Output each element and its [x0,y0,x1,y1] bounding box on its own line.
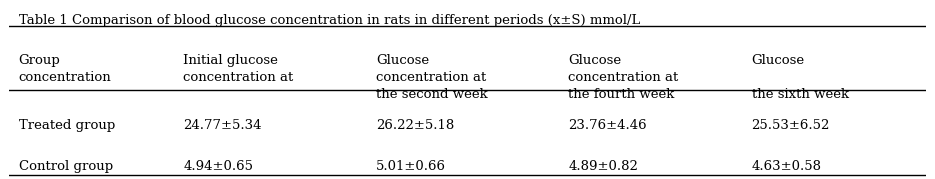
Text: 4.94±0.65: 4.94±0.65 [183,160,253,173]
Text: Group
concentration: Group concentration [19,54,111,84]
Text: Control group: Control group [19,160,112,173]
Text: 4.89±0.82: 4.89±0.82 [568,160,639,173]
Text: Glucose
concentration at
the second week: Glucose concentration at the second week [376,54,488,101]
Text: 25.53±6.52: 25.53±6.52 [752,119,830,132]
Text: 4.63±0.58: 4.63±0.58 [752,160,822,173]
Text: Glucose
concentration at
the fourth week: Glucose concentration at the fourth week [568,54,679,101]
Text: 23.76±4.46: 23.76±4.46 [568,119,647,132]
Text: 24.77±5.34: 24.77±5.34 [183,119,262,132]
Text: 26.22±5.18: 26.22±5.18 [376,119,454,132]
Text: 5.01±0.66: 5.01±0.66 [376,160,446,173]
Text: Initial glucose
concentration at: Initial glucose concentration at [183,54,294,84]
Text: Treated group: Treated group [19,119,115,132]
Text: Glucose

the sixth week: Glucose the sixth week [752,54,849,101]
Text: Table 1 Comparison of blood glucose concentration in rats in different periods (: Table 1 Comparison of blood glucose conc… [19,14,640,27]
